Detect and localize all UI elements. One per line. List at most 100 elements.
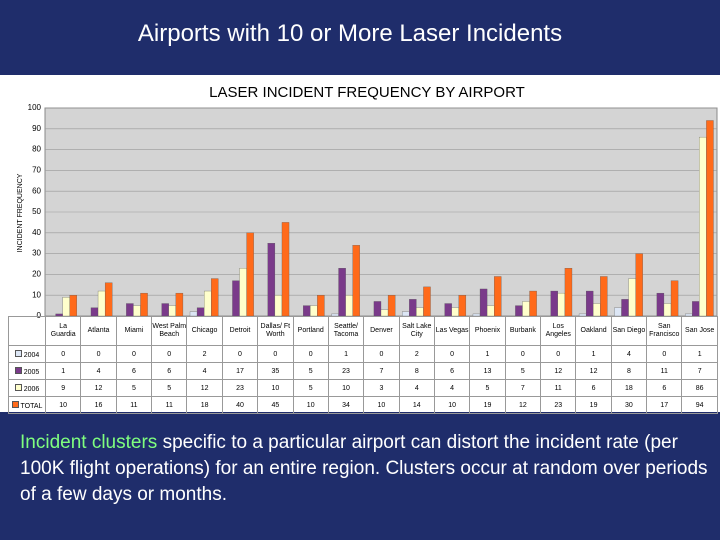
table-value: 1 — [44, 362, 82, 380]
category-label: San Francisco — [646, 316, 683, 346]
bar — [338, 268, 346, 317]
bar — [97, 290, 106, 317]
y-tick-label: 40 — [32, 228, 41, 237]
legend-entry: 2006 — [8, 379, 46, 397]
bar — [656, 292, 665, 317]
y-tick-label: 60 — [32, 186, 41, 195]
table-value: 12 — [540, 362, 577, 380]
bar — [628, 278, 636, 317]
table-value: 17 — [221, 362, 259, 380]
table-value: 12 — [80, 379, 117, 397]
table-value: 11 — [646, 362, 683, 380]
y-tick-label: 0 — [37, 311, 42, 320]
bar — [310, 305, 318, 317]
table-value: 0 — [44, 345, 82, 363]
table-value: 94 — [681, 396, 718, 414]
table-value: 3 — [363, 379, 400, 397]
bar — [515, 305, 523, 317]
chart-title: LASER INCIDENT FREQUENCY BY AIRPORT — [209, 84, 525, 101]
bar — [423, 286, 431, 317]
bar — [232, 280, 240, 317]
bar — [161, 303, 169, 317]
bar — [550, 290, 558, 317]
table-value: 7 — [363, 362, 400, 380]
chart-panel: LASER INCIDENT FREQUENCY BY AIRPORT INCI… — [0, 75, 720, 414]
bar — [522, 301, 530, 317]
y-tick-label: 90 — [32, 124, 41, 133]
chart: LASER INCIDENT FREQUENCY BY AIRPORT INCI… — [17, 84, 718, 320]
y-tick-label: 30 — [32, 249, 41, 258]
table-value: 0 — [221, 345, 259, 363]
table-value: 19 — [469, 396, 506, 414]
table-value: 1 — [469, 345, 506, 363]
table-value: 10 — [433, 396, 471, 414]
table-value: 1 — [681, 345, 718, 363]
category-label: Los Angeles — [540, 316, 577, 346]
table-value: 0 — [363, 345, 400, 363]
table-value: 0 — [151, 345, 188, 363]
table-value: 6 — [433, 362, 471, 380]
category-label: West Palm Beach — [151, 316, 188, 346]
legend-label: 2006 — [23, 385, 40, 393]
category-label: San Diego — [610, 316, 648, 346]
table-value: 5 — [115, 379, 153, 397]
bar — [62, 297, 70, 317]
table-value: 0 — [292, 345, 329, 363]
bar — [239, 268, 247, 317]
table-value: 8 — [398, 362, 435, 380]
table-value: 10 — [363, 396, 400, 414]
table-value: 5 — [469, 379, 506, 397]
table-value: 6 — [575, 379, 612, 397]
table-header: La Guardia Atlanta Miami West Palm Beach Chi… — [8, 316, 718, 346]
table-value: 6 — [151, 362, 188, 380]
table-value: 8 — [610, 362, 648, 380]
table-row: TOTAL 10 16 11 11 18 40 45 10 34 10 14 10 19 12 23 19 30 1… — [8, 396, 718, 414]
y-tick-label: 20 — [32, 270, 41, 279]
table-value: 6 — [115, 362, 153, 380]
bar — [458, 295, 467, 317]
y-tick-label: 70 — [32, 166, 41, 175]
table-value: 23 — [327, 362, 365, 380]
table-value: 19 — [575, 396, 612, 414]
bar — [486, 305, 495, 317]
category-label: Las Vegas — [433, 316, 471, 346]
table-value: 13 — [469, 362, 506, 380]
table-value: 4 — [433, 379, 471, 397]
table-value: 5 — [504, 362, 542, 380]
bar — [104, 282, 113, 317]
bar — [621, 299, 629, 317]
bar — [90, 307, 99, 317]
table-value: 40 — [221, 396, 259, 414]
category-label: Atlanta — [80, 316, 117, 346]
bar — [352, 245, 360, 317]
table-value: 7 — [681, 362, 718, 380]
bar — [281, 222, 290, 317]
bar — [564, 268, 573, 317]
bar — [204, 290, 212, 317]
bar — [373, 301, 382, 317]
legend-label: 2004 — [23, 351, 40, 359]
body-rest: specific to a particular airport can dis… — [20, 432, 708, 505]
bar — [126, 303, 134, 317]
bar — [699, 136, 707, 317]
legend-entry: TOTAL — [8, 396, 46, 414]
bar — [345, 295, 353, 317]
table-value: 0 — [257, 345, 294, 363]
table-value: 5 — [292, 362, 329, 380]
table-value: 0 — [504, 345, 542, 363]
table-value: 0 — [540, 345, 577, 363]
bar — [140, 292, 148, 317]
table-value: 11 — [540, 379, 577, 397]
bar — [246, 232, 254, 317]
table-value: 0 — [80, 345, 117, 363]
table-value: 4 — [398, 379, 435, 397]
table-value: 11 — [115, 396, 153, 414]
legend-label: TOTAL — [20, 402, 43, 410]
bar — [211, 278, 219, 317]
bar — [317, 295, 325, 317]
table-value: 86 — [681, 379, 718, 397]
bar — [706, 120, 714, 317]
bar — [416, 307, 424, 317]
table-row: 2006 9 12 5 5 12 23 10 5 10 3 4 4 5 7 11 6 18 6 86 — [8, 379, 718, 397]
table-value: 23 — [540, 396, 577, 414]
